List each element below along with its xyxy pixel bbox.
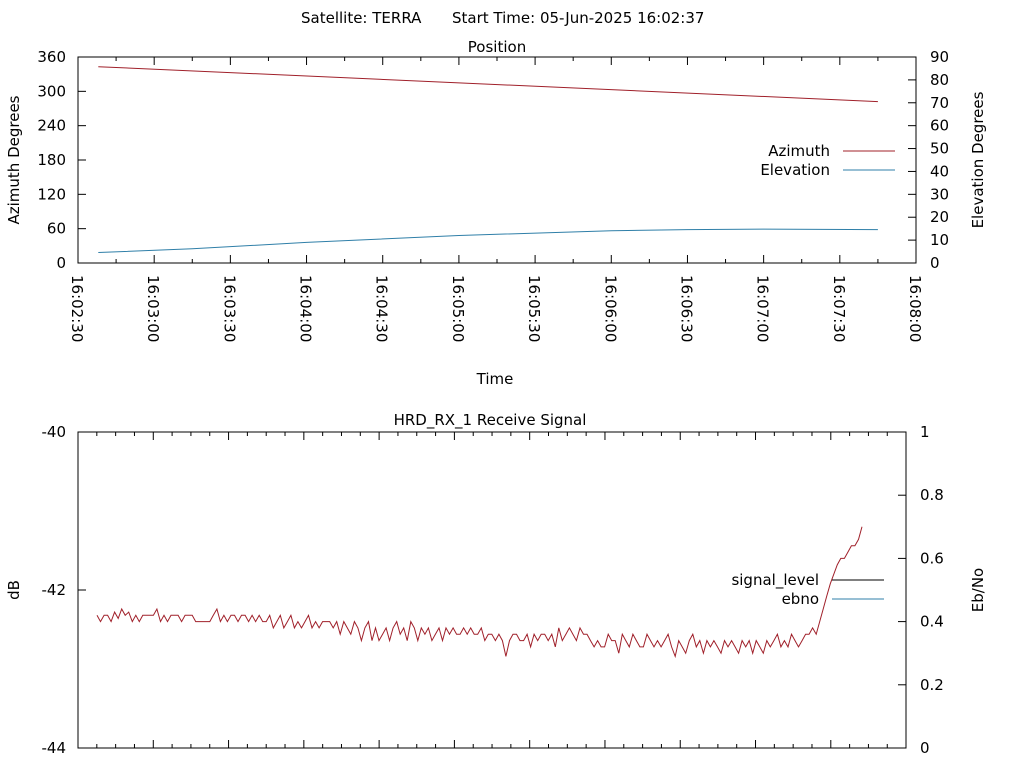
time-tick-label: 16:03:00	[144, 275, 162, 342]
elevation-axis-label: Elevation Degrees	[969, 91, 987, 228]
ebno-tick-label: 0.8	[920, 486, 944, 504]
elevation-tick-label: 40	[930, 162, 949, 180]
elevation-tick-label: 30	[930, 185, 949, 203]
time-tick-label: 16:07:30	[830, 275, 848, 342]
time-tick-label: 16:03:30	[220, 275, 238, 342]
azimuth-tick-label: 180	[37, 151, 66, 169]
db-tick-label: -44	[42, 739, 67, 757]
elevation-tick-label: 60	[930, 117, 949, 135]
elevation-tick-label: 10	[930, 231, 949, 249]
legend-label-ebno: ebno	[782, 590, 819, 608]
db-tick-label: -42	[42, 581, 67, 599]
ebno-axis-label: Eb/No	[969, 568, 987, 612]
db-tick-label: -40	[42, 423, 67, 441]
elevation-tick-label: 80	[930, 71, 949, 89]
series-line-azimuth	[98, 66, 878, 103]
time-tick-label: 16:02:30	[68, 275, 86, 342]
elevation-tick-label: 0	[930, 254, 940, 272]
azimuth-axis-label: Azimuth Degrees	[5, 95, 23, 224]
time-tick-label: 16:07:00	[754, 275, 772, 342]
ebno-tick-label: 0	[920, 739, 930, 757]
time-tick-label: 16:05:30	[525, 275, 543, 342]
azimuth-tick-label: 300	[37, 82, 66, 100]
time-tick-label: 16:04:30	[373, 275, 391, 342]
azimuth-tick-label: 0	[56, 254, 66, 272]
elevation-tick-label: 70	[930, 94, 949, 112]
series-line-ebno	[96, 526, 863, 659]
series-line-elevation	[98, 228, 878, 253]
signal-legend: signal_level ebno	[731, 571, 884, 608]
position-legend: Azimuth Elevation	[760, 142, 895, 179]
legend-label-signal-level: signal_level	[731, 571, 819, 590]
ebno-tick-label: 0.4	[920, 613, 944, 631]
elevation-tick-label: 50	[930, 140, 949, 158]
legend-label-azimuth: Azimuth	[768, 142, 830, 160]
satellite-label: Satellite: TERRA	[301, 9, 422, 27]
start-time-label: Start Time: 05-Jun-2025 16:02:37	[452, 9, 704, 27]
ebno-tick-label: 1	[920, 423, 930, 441]
ebno-tick-label: 0.6	[920, 549, 944, 567]
elevation-tick-label: 90	[930, 48, 949, 66]
time-tick-label: 16:04:00	[297, 275, 315, 342]
position-chart: Position 0 60 120 180 240 300 360 0 10 20 30 40 50 6…	[5, 38, 987, 388]
time-tick-label: 16:06:00	[601, 275, 619, 342]
elevation-tick-label: 20	[930, 208, 949, 226]
azimuth-tick-label: 240	[37, 117, 66, 135]
receive-signal-chart-title: HRD_RX_1 Receive Signal	[394, 411, 587, 430]
position-plot-frame	[77, 56, 917, 264]
db-axis-label: dB	[5, 580, 23, 600]
time-tick-label: 16:08:00	[906, 275, 924, 342]
position-chart-title: Position	[468, 38, 526, 56]
ebno-tick-label: 0.2	[920, 676, 944, 694]
azimuth-tick-label: 360	[37, 48, 66, 66]
time-tick-label: 16:05:00	[449, 275, 467, 342]
azimuth-tick-label: 60	[47, 220, 66, 238]
receive-signal-chart: HRD_RX_1 Receive Signal -44 -42 -40 0 0.2 0.…	[5, 411, 987, 757]
azimuth-tick-label: 120	[37, 185, 66, 203]
time-axis-label: Time	[476, 370, 514, 388]
time-tick-label: 16:06:30	[677, 275, 695, 342]
legend-label-elevation: Elevation	[760, 161, 830, 179]
